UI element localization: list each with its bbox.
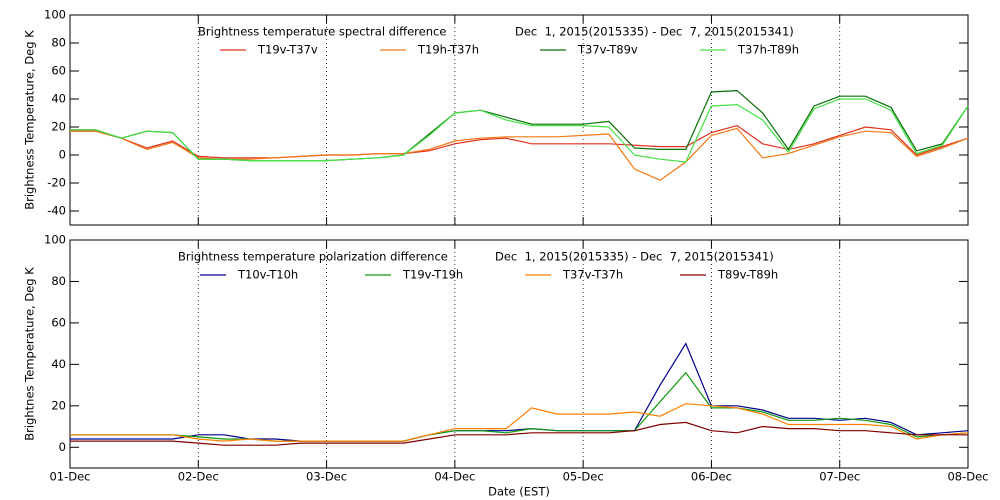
legend-label: T37v-T37h	[562, 268, 623, 282]
x-tick-label: 06-Dec	[691, 470, 732, 484]
x-tick-label: 02-Dec	[178, 470, 219, 484]
y-tick-label: 0	[59, 148, 66, 162]
y-tick-label: -20	[47, 176, 66, 190]
y-tick-label: 80	[51, 36, 66, 50]
legend-label: T19v-T37v	[257, 43, 318, 57]
x-tick-label: 01-Dec	[49, 470, 90, 484]
legend-label: T89v-T89h	[717, 268, 778, 282]
y-axis-label: Brightness Temperature, Deg K	[23, 30, 37, 210]
x-tick-label: 05-Dec	[563, 470, 604, 484]
y-tick-label: 60	[51, 315, 66, 329]
x-tick-label: 07-Dec	[819, 470, 860, 484]
x-tick-label: 04-Dec	[434, 470, 475, 484]
panel-title: Brightness temperature spectral differen…	[198, 25, 446, 39]
y-tick-label: 80	[51, 274, 66, 288]
y-tick-label: 20	[51, 120, 66, 134]
data-line	[70, 421, 968, 446]
y-tick-label: 0	[59, 440, 66, 454]
panel-subtitle: Dec 1, 2015(2015335) - Dec 7, 2015(20153…	[515, 25, 794, 39]
plot-frame	[69, 239, 969, 469]
y-tick-label: -40	[47, 204, 66, 218]
y-tick-label: 20	[51, 398, 66, 412]
y-tick-label: 40	[51, 357, 66, 371]
x-tick-label: 03-Dec	[306, 470, 347, 484]
data-line	[70, 371, 969, 442]
legend-label: T37v-T89v	[577, 43, 638, 57]
x-tick-label: 08-Dec	[947, 470, 988, 484]
panel-subtitle: Dec 1, 2015(2015335) - Dec 7, 2015(20153…	[495, 250, 774, 264]
legend-label: T10v-T10h	[237, 268, 298, 282]
data-line	[70, 342, 969, 442]
legend-label: T19h-T37h	[417, 43, 479, 57]
data-line	[70, 403, 969, 442]
plot-frame	[69, 14, 969, 226]
panel-title: Brightness temperature polarization diff…	[178, 250, 448, 264]
data-line	[70, 98, 969, 163]
y-tick-label: 40	[51, 92, 66, 106]
y-axis-label: Brightnes Temperature, Deg K	[23, 267, 37, 441]
y-tick-label: 100	[44, 233, 66, 247]
y-tick-label: 60	[51, 64, 66, 78]
y-tick-label: 100	[44, 8, 66, 22]
data-line	[70, 124, 969, 159]
legend-label: T19v-T19h	[402, 268, 463, 282]
data-line	[70, 127, 969, 181]
x-axis-label: Date (EST)	[488, 485, 550, 499]
legend-label: T37h-T89h	[737, 43, 799, 57]
